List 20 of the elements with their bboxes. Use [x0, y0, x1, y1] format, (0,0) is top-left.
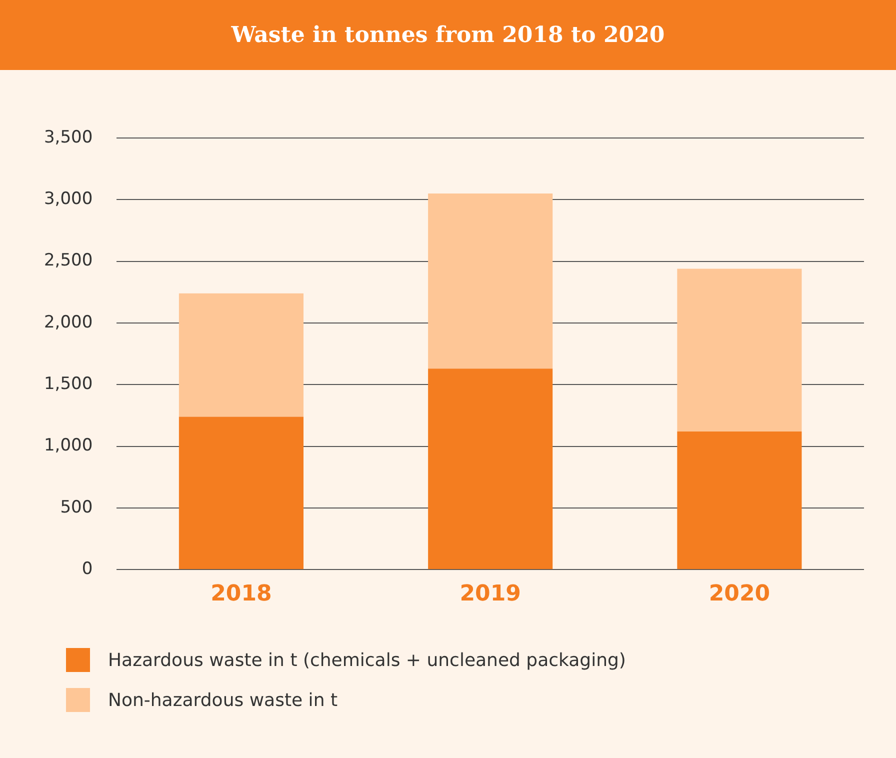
legend-label: Hazardous waste in t (chemicals + uncleaned packaging) [108, 650, 626, 670]
y-tick-label: 0 [82, 559, 93, 580]
legend-label: Non-hazardous waste in t [108, 690, 338, 710]
bar [677, 268, 802, 432]
bar [178, 293, 304, 417]
bar [677, 431, 802, 570]
y-tick-label: 2,000 [44, 312, 93, 332]
y-tick-label: 2,500 [44, 250, 93, 271]
bar [178, 416, 304, 570]
y-tick-label: 500 [60, 497, 93, 518]
bar [428, 368, 553, 570]
y-tick-label: 1,000 [44, 436, 93, 456]
y-tick-label: 3,000 [44, 189, 93, 210]
bar [428, 193, 553, 369]
chart-title: Waste in tonnes from 2018 to 2020 [0, 0, 896, 70]
x-tick-label: 2018 [210, 582, 272, 607]
y-tick-label: 1,500 [44, 374, 93, 394]
x-tick-label: 2019 [460, 582, 521, 607]
x-tick-label: 2020 [708, 582, 770, 607]
y-tick-label: 3,500 [44, 127, 93, 148]
